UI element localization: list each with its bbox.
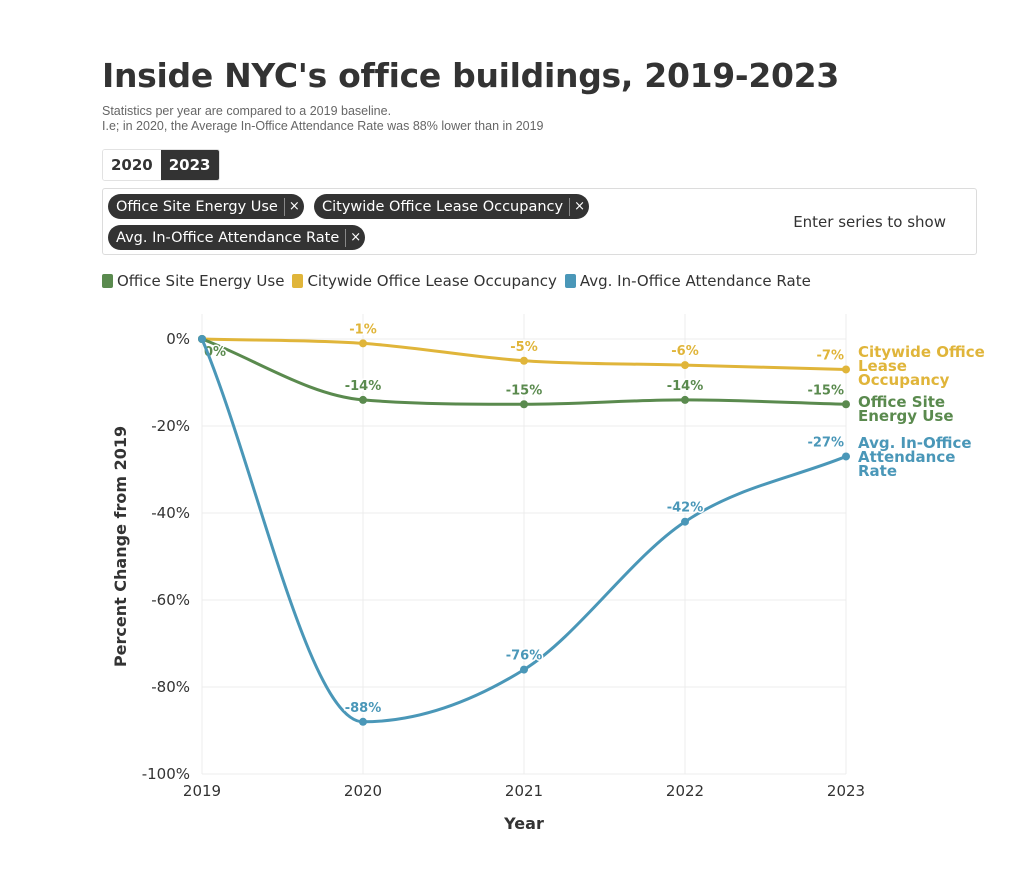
- data-label-attendance: -88%: [345, 701, 382, 716]
- series-chip-lease: Citywide Office Lease Occupancy ×: [314, 194, 589, 219]
- data-point-energy: [520, 400, 528, 409]
- data-label-energy: -14%: [345, 379, 382, 394]
- legend-swatch-energy: [102, 274, 113, 288]
- series-end-label-energy: Energy Use: [858, 407, 954, 425]
- remove-chip-icon[interactable]: ×: [569, 197, 585, 216]
- series-chip-attendance: Avg. In-Office Attendance Rate ×: [108, 225, 366, 250]
- data-label-energy: -15%: [807, 383, 844, 398]
- y-tick-label: -60%: [151, 591, 190, 609]
- data-label-lease: -1%: [349, 322, 376, 337]
- data-point-lease: [681, 361, 689, 370]
- y-tick-label: -80%: [151, 678, 190, 696]
- series-line-attendance: [200, 337, 848, 724]
- data-label-attendance: -27%: [807, 435, 844, 450]
- series-end-label-energy: Office Site: [858, 393, 945, 411]
- remove-chip-icon[interactable]: ×: [283, 197, 300, 216]
- legend-label-energy: Office Site Energy Use: [117, 272, 285, 290]
- chart-legend: Office Site Energy Use Citywide Office L…: [102, 272, 811, 290]
- x-tick-label: 2019: [183, 782, 221, 800]
- year-tabs: 2020 2023: [102, 149, 220, 181]
- data-point-energy: [681, 395, 689, 404]
- data-point-lease: [359, 339, 367, 348]
- data-point-energy: [842, 400, 850, 409]
- legend-label-attendance: Avg. In-Office Attendance Rate: [579, 272, 811, 290]
- series-end-label-lease: Occupancy: [858, 371, 950, 389]
- data-point-attendance: [681, 517, 689, 526]
- series-end-label-attendance: Attendance: [858, 448, 955, 466]
- series-end-label-attendance: Rate: [858, 462, 897, 480]
- data-point-attendance: [198, 335, 206, 343]
- y-tick-label: -40%: [151, 504, 190, 522]
- data-point-attendance: [359, 717, 367, 726]
- data-label-lease: -5%: [510, 340, 537, 355]
- series-search-input[interactable]: Enter series to show: [793, 213, 946, 231]
- x-tick-label: 2023: [827, 782, 865, 800]
- series-end-label-lease: Citywide Office: [858, 343, 985, 361]
- series-chip-label: Avg. In-Office Attendance Rate: [116, 229, 340, 246]
- data-label-attendance: -76%: [506, 649, 543, 664]
- x-tick-label: 2021: [505, 782, 543, 800]
- y-tick-label: -20%: [151, 417, 190, 435]
- y-tick-label: -100%: [142, 765, 190, 783]
- legend-item-lease[interactable]: Citywide Office Lease Occupancy: [292, 272, 557, 290]
- data-label-attendance: -42%: [667, 501, 704, 516]
- remove-chip-icon[interactable]: ×: [345, 228, 361, 247]
- series-chip-label: Office Site Energy Use: [116, 198, 278, 215]
- tab-2023[interactable]: 2023: [160, 150, 219, 180]
- series-selector[interactable]: Office Site Energy Use × Citywide Office…: [102, 188, 977, 255]
- data-label-energy: -15%: [506, 383, 543, 398]
- series-chip-label: Citywide Office Lease Occupancy: [322, 198, 564, 215]
- data-point-attendance: [842, 452, 850, 461]
- legend-swatch-attendance: [564, 274, 576, 288]
- x-tick-label: 2022: [666, 782, 704, 800]
- data-point-attendance: [520, 665, 528, 674]
- data-point-energy: [359, 395, 367, 404]
- x-axis-label: Year: [503, 814, 544, 833]
- data-point-lease: [842, 365, 850, 374]
- data-label-lease: -6%: [671, 344, 698, 359]
- data-label-lease: -7%: [817, 348, 844, 363]
- y-tick-label: 0%: [166, 330, 190, 348]
- series-end-label-lease: Lease: [858, 357, 907, 375]
- tab-2020[interactable]: 2020: [103, 150, 161, 180]
- series-chip-energy: Office Site Energy Use ×: [108, 194, 304, 219]
- legend-item-energy[interactable]: Office Site Energy Use: [102, 272, 284, 290]
- data-point-lease: [520, 356, 528, 365]
- chart-title: Inside NYC's office buildings, 2019-2023: [102, 56, 839, 95]
- data-label-energy: -14%: [667, 379, 704, 394]
- chart-subtitle-line-1: Statistics per year are compared to a 20…: [102, 104, 392, 118]
- series-end-label-attendance: Avg. In-Office: [858, 434, 972, 452]
- y-axis-label: Percent Change from 2019: [111, 426, 130, 667]
- legend-label-lease: Citywide Office Lease Occupancy: [307, 272, 557, 290]
- chart-subtitle-line-2: I.e; in 2020, the Average In-Office Atte…: [102, 119, 544, 133]
- legend-swatch-lease: [292, 274, 304, 288]
- x-tick-label: 2020: [344, 782, 382, 800]
- legend-item-attendance[interactable]: Avg. In-Office Attendance Rate: [564, 272, 811, 290]
